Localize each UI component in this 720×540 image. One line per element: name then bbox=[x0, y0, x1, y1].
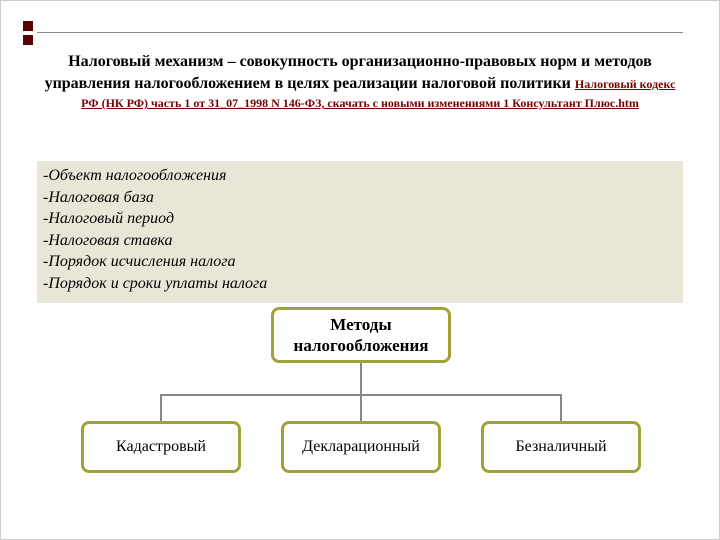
methods-root: Методы налогообложения bbox=[271, 307, 451, 363]
child-deklaratsionnyy: Декларационный bbox=[281, 421, 441, 473]
child-label: Декларационный bbox=[302, 438, 420, 456]
connector bbox=[360, 363, 362, 394]
connector bbox=[360, 394, 362, 421]
list-item: -Налоговая ставка bbox=[43, 230, 677, 252]
child-label: Безналичный bbox=[515, 438, 606, 456]
child-beznalichnyy: Безналичный bbox=[481, 421, 641, 473]
methods-root-line1: Методы bbox=[274, 314, 448, 335]
list-item: -Объект налогообложения bbox=[43, 165, 677, 187]
title-block: Налоговый механизм – совокупность органи… bbox=[37, 51, 683, 113]
methods-root-line2: налогообложения bbox=[274, 335, 448, 356]
child-kadastrovyy: Кадастровый bbox=[81, 421, 241, 473]
list-item: -Налоговая база bbox=[43, 187, 677, 209]
child-label: Кадастровый bbox=[116, 438, 206, 456]
deco-square bbox=[23, 35, 33, 45]
list-item: -Порядок и сроки уплаты налога bbox=[43, 273, 677, 295]
connector bbox=[160, 394, 162, 421]
deco-square bbox=[23, 21, 33, 31]
list-item: -Налоговый период bbox=[43, 208, 677, 230]
elements-panel: -Объект налогообложения -Налоговая база … bbox=[37, 161, 683, 303]
list-item: -Порядок исчисления налога bbox=[43, 251, 677, 273]
title-main: Налоговый механизм – совокупность органи… bbox=[45, 53, 652, 92]
top-rule bbox=[37, 32, 683, 33]
connector bbox=[560, 394, 562, 421]
